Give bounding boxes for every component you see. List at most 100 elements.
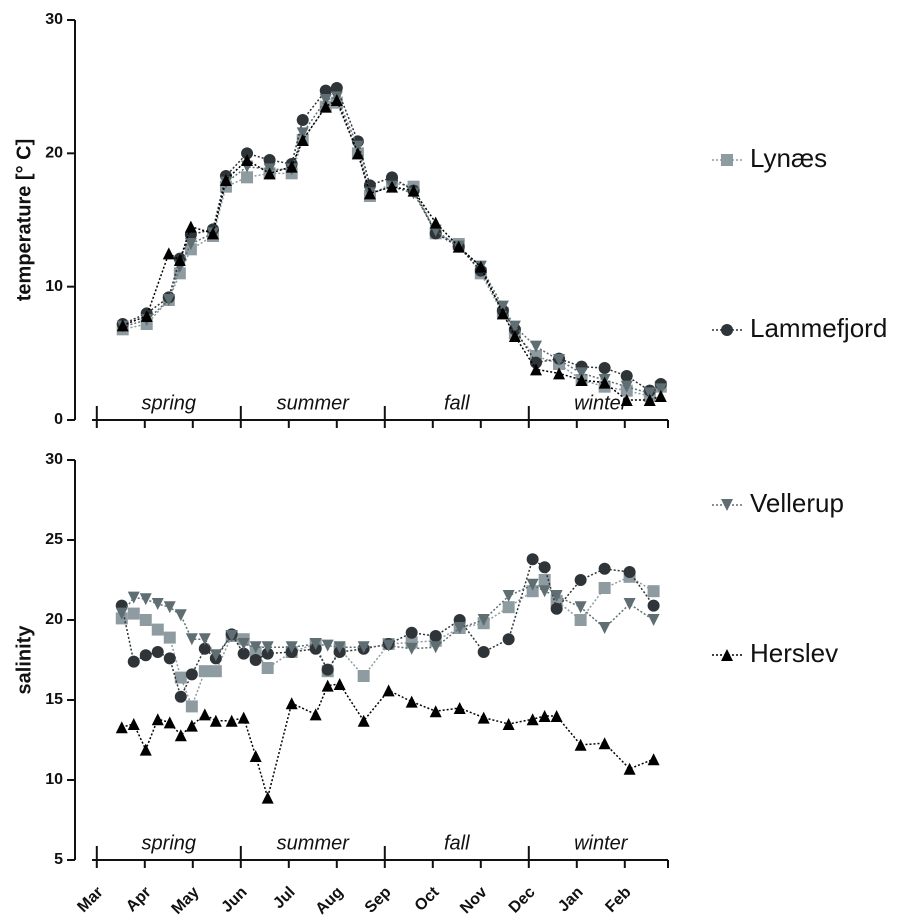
marker	[237, 647, 250, 660]
marker	[405, 626, 418, 639]
marker	[386, 171, 398, 184]
marker	[115, 721, 128, 734]
marker	[174, 690, 187, 703]
marker	[241, 171, 254, 184]
season-label: summer	[277, 392, 351, 414]
marker	[209, 714, 222, 727]
y-axis-label: salinity	[13, 625, 35, 695]
marker	[405, 642, 418, 655]
x-tick-label: May	[169, 884, 203, 918]
season-label: fall	[444, 832, 470, 854]
marker	[174, 729, 187, 742]
legend-marker	[721, 154, 733, 166]
marker	[654, 383, 667, 396]
marker	[620, 370, 633, 382]
y-axis-label: temperature [° C]	[13, 139, 35, 301]
marker	[206, 227, 219, 240]
marker	[550, 590, 563, 602]
marker	[623, 598, 636, 610]
season-label: winter	[574, 832, 629, 854]
marker	[598, 376, 611, 389]
marker	[162, 247, 175, 260]
marker	[333, 678, 346, 690]
marker	[185, 633, 198, 646]
marker	[139, 743, 152, 756]
legend-marker	[721, 324, 733, 336]
marker	[452, 240, 465, 253]
marker	[496, 307, 509, 320]
marker	[163, 631, 176, 644]
marker	[333, 641, 346, 654]
marker	[319, 94, 332, 106]
x-tick-label: Jul	[270, 884, 298, 912]
y-tick-label: 20	[45, 611, 63, 628]
x-tick-label: Sep	[362, 884, 395, 917]
series-line	[122, 101, 662, 397]
y-tick-label: 15	[45, 691, 63, 708]
marker	[139, 649, 152, 662]
x-tick-label: Jan	[555, 884, 587, 916]
marker	[538, 710, 551, 722]
marker	[502, 590, 515, 602]
marker	[139, 593, 152, 606]
marker	[623, 566, 636, 578]
marker	[453, 702, 466, 714]
marker	[185, 668, 198, 681]
y-tick-label: 20	[45, 145, 63, 162]
marker	[198, 642, 211, 655]
marker	[357, 714, 370, 727]
marker	[526, 713, 539, 726]
marker	[407, 184, 420, 197]
marker	[647, 614, 660, 626]
marker	[261, 791, 274, 804]
marker	[351, 147, 364, 160]
marker	[151, 623, 164, 636]
y-tick-label: 0	[54, 411, 63, 428]
marker	[151, 713, 164, 726]
marker	[309, 638, 322, 650]
marker	[184, 220, 197, 233]
marker	[140, 310, 153, 322]
marker	[116, 319, 129, 332]
marker	[553, 354, 566, 366]
marker	[184, 238, 197, 250]
marker	[598, 622, 611, 634]
marker	[502, 601, 515, 614]
marker	[598, 362, 611, 374]
marker	[598, 737, 611, 750]
marker	[309, 708, 322, 721]
y-tick-label: 30	[45, 451, 63, 468]
marker	[173, 254, 186, 266]
marker	[174, 609, 187, 622]
marker	[209, 649, 222, 662]
marker	[386, 180, 398, 193]
marker	[574, 738, 587, 751]
marker	[502, 633, 515, 646]
marker	[261, 662, 274, 674]
marker	[127, 591, 140, 604]
marker	[382, 639, 395, 652]
marker	[643, 387, 656, 400]
marker	[330, 82, 343, 94]
marker	[185, 719, 198, 732]
marker	[575, 374, 588, 386]
marker	[574, 601, 587, 614]
marker	[643, 394, 656, 406]
marker	[620, 394, 633, 406]
marker	[654, 390, 667, 402]
marker	[241, 154, 254, 166]
marker	[550, 710, 563, 722]
marker	[357, 641, 370, 654]
marker	[225, 630, 238, 642]
marker	[574, 574, 587, 586]
marker	[115, 607, 128, 620]
marker	[526, 578, 539, 591]
marker	[185, 700, 198, 713]
marker	[538, 585, 551, 598]
season-label: spring	[142, 392, 196, 414]
marker	[296, 127, 309, 140]
marker	[429, 630, 442, 642]
marker	[139, 614, 152, 626]
y-tick-label: 5	[54, 851, 63, 868]
marker	[249, 750, 262, 762]
